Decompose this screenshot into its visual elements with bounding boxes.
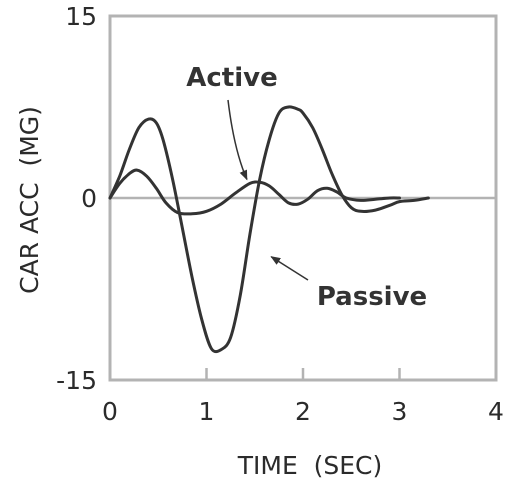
x-tick-label-2: 2 (295, 397, 311, 426)
y-tick-label-top: 15 (65, 2, 97, 31)
y-axis-title: CAR ACC (MG) (15, 106, 44, 294)
annotation-passive-arrow (270, 256, 309, 281)
y-axis-tick-labels: 15 0 -15 (56, 2, 97, 395)
series-line-active (108, 168, 401, 216)
x-axis-ticks (108, 368, 498, 380)
x-tick-label-0: 0 (102, 397, 118, 426)
annotation-active-label: Active (186, 63, 277, 93)
y-tick-label-bottom: -15 (56, 366, 97, 395)
x-axis-tick-labels: 0 1 2 3 4 (102, 397, 504, 426)
annotation-active-arrow (227, 99, 248, 181)
x-tick-label-1: 1 (199, 397, 215, 426)
y-tick-label-zero: 0 (81, 184, 97, 213)
x-axis-title: TIME (SEC) (237, 451, 383, 480)
annotation-passive-label: Passive (317, 282, 427, 312)
x-tick-label-4: 4 (488, 397, 504, 426)
series-line-passive (108, 105, 430, 354)
x-tick-label-3: 3 (392, 397, 408, 426)
